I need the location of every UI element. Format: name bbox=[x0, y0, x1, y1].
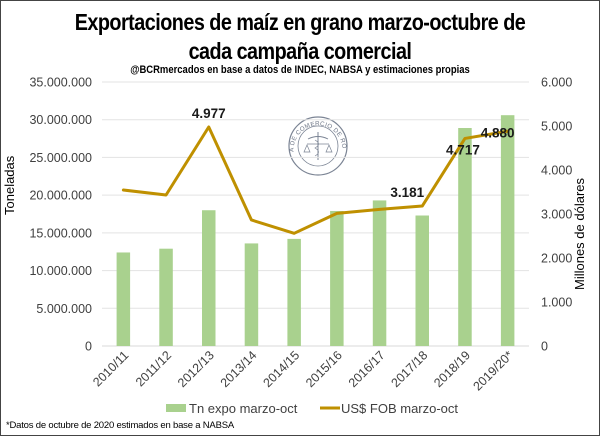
x-tick-label: 2019/20* bbox=[470, 348, 515, 393]
bar bbox=[415, 215, 429, 346]
left-tick-label: 0 bbox=[85, 340, 92, 354]
left-tick-label: 10.000.000 bbox=[29, 264, 92, 278]
x-axis-ticks: 2010/11 2011/12 2012/13 2013/14 2014/15 2015/… bbox=[90, 348, 516, 393]
right-tick-label: 2.000 bbox=[541, 252, 572, 266]
bar bbox=[244, 243, 259, 346]
bar-series bbox=[116, 115, 515, 346]
x-tick-label: 2013/14 bbox=[218, 348, 260, 390]
bar bbox=[330, 210, 344, 346]
seal-scale-left bbox=[303, 144, 311, 153]
x-tick-label: 2016/17 bbox=[346, 348, 388, 390]
left-tick-label: 5.000.000 bbox=[36, 302, 92, 316]
seal-inner-ring bbox=[297, 125, 339, 167]
left-tick-label: 15.000.000 bbox=[29, 226, 92, 240]
data-label: 4.977 bbox=[192, 106, 226, 121]
seal-scale-right bbox=[325, 144, 333, 153]
chart-title-line1: Exportaciones de maíz en grano marzo-oct… bbox=[74, 9, 526, 35]
right-tick-label: 4.000 bbox=[541, 164, 572, 178]
legend-label-line: US$ FOB marzo-oct bbox=[341, 401, 458, 416]
gridlines bbox=[102, 81, 529, 347]
bar bbox=[116, 252, 131, 346]
x-tick-label: 2012/13 bbox=[175, 348, 217, 390]
right-axis-ticks: 0 1.000 2.000 3.000 4.000 5.000 6.000 bbox=[541, 76, 572, 354]
left-tick-label: 20.000.000 bbox=[29, 189, 92, 203]
right-tick-label: 3.000 bbox=[541, 208, 572, 222]
data-label: 4.717 bbox=[446, 142, 480, 157]
bar bbox=[202, 210, 216, 346]
left-tick-label: 25.000.000 bbox=[29, 151, 92, 165]
footnote: *Datos de octubre de 2020 estimados en b… bbox=[6, 420, 234, 431]
data-label: 4.880 bbox=[481, 125, 515, 140]
left-tick-label: 30.000.000 bbox=[29, 113, 92, 127]
seal-serpent bbox=[314, 139, 319, 157]
data-label: 3.181 bbox=[390, 185, 424, 200]
seal-wings bbox=[307, 136, 329, 140]
x-tick-label: 2011/12 bbox=[133, 348, 174, 389]
x-tick-label: 2018/19 bbox=[431, 348, 473, 390]
x-tick-label: 2015/16 bbox=[303, 348, 345, 390]
legend-label-bars: Tn expo marzo-oct bbox=[189, 401, 298, 416]
left-tick-label: 35.000.000 bbox=[29, 76, 92, 90]
line-series bbox=[121, 125, 510, 235]
right-tick-label: 5.000 bbox=[541, 120, 572, 134]
x-tick-label: 2014/15 bbox=[260, 348, 302, 390]
chart-subtitle: @BCRmercados en base a datos de INDEC, N… bbox=[130, 64, 470, 76]
legend: Tn expo marzo-oct US$ FOB marzo-oct bbox=[166, 401, 458, 416]
x-tick-label: 2010/11 bbox=[90, 348, 131, 389]
bar bbox=[159, 248, 173, 346]
bar bbox=[500, 115, 515, 346]
chart-title-line2: cada campaña comercial bbox=[188, 38, 412, 64]
legend-swatch-bars bbox=[166, 404, 186, 412]
x-tick-label: 2017/18 bbox=[389, 348, 431, 390]
right-tick-label: 1.000 bbox=[541, 296, 572, 310]
right-tick-label: 0 bbox=[541, 340, 548, 354]
left-axis-ticks: 0 5.000.000 10.000.000 15.000.000 20.000.000… bbox=[29, 76, 92, 354]
bar bbox=[372, 200, 387, 346]
line-path bbox=[121, 125, 510, 235]
bar bbox=[287, 238, 301, 346]
bar bbox=[458, 128, 472, 346]
right-tick-label: 6.000 bbox=[541, 76, 572, 90]
